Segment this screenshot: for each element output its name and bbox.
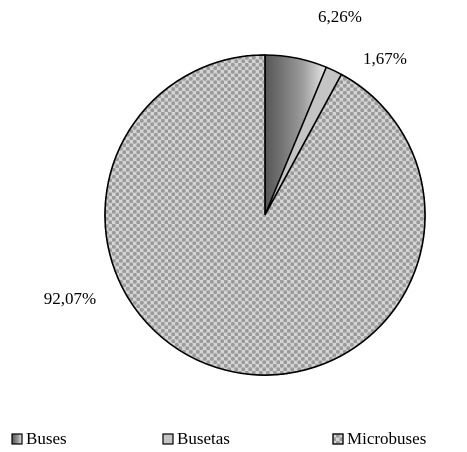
- legend-label: Busetas: [177, 429, 230, 448]
- data-label: 92,07%: [44, 289, 96, 308]
- data-label: 1,67%: [363, 49, 407, 68]
- legend-swatch: [162, 433, 174, 445]
- legend-swatch: [11, 433, 23, 445]
- data-label: 6,26%: [318, 7, 362, 26]
- legend-label: Buses: [26, 429, 67, 448]
- legend-swatch-texture: [332, 433, 344, 445]
- legend-label: Microbuses: [347, 429, 426, 448]
- slice-texture: [104, 54, 426, 376]
